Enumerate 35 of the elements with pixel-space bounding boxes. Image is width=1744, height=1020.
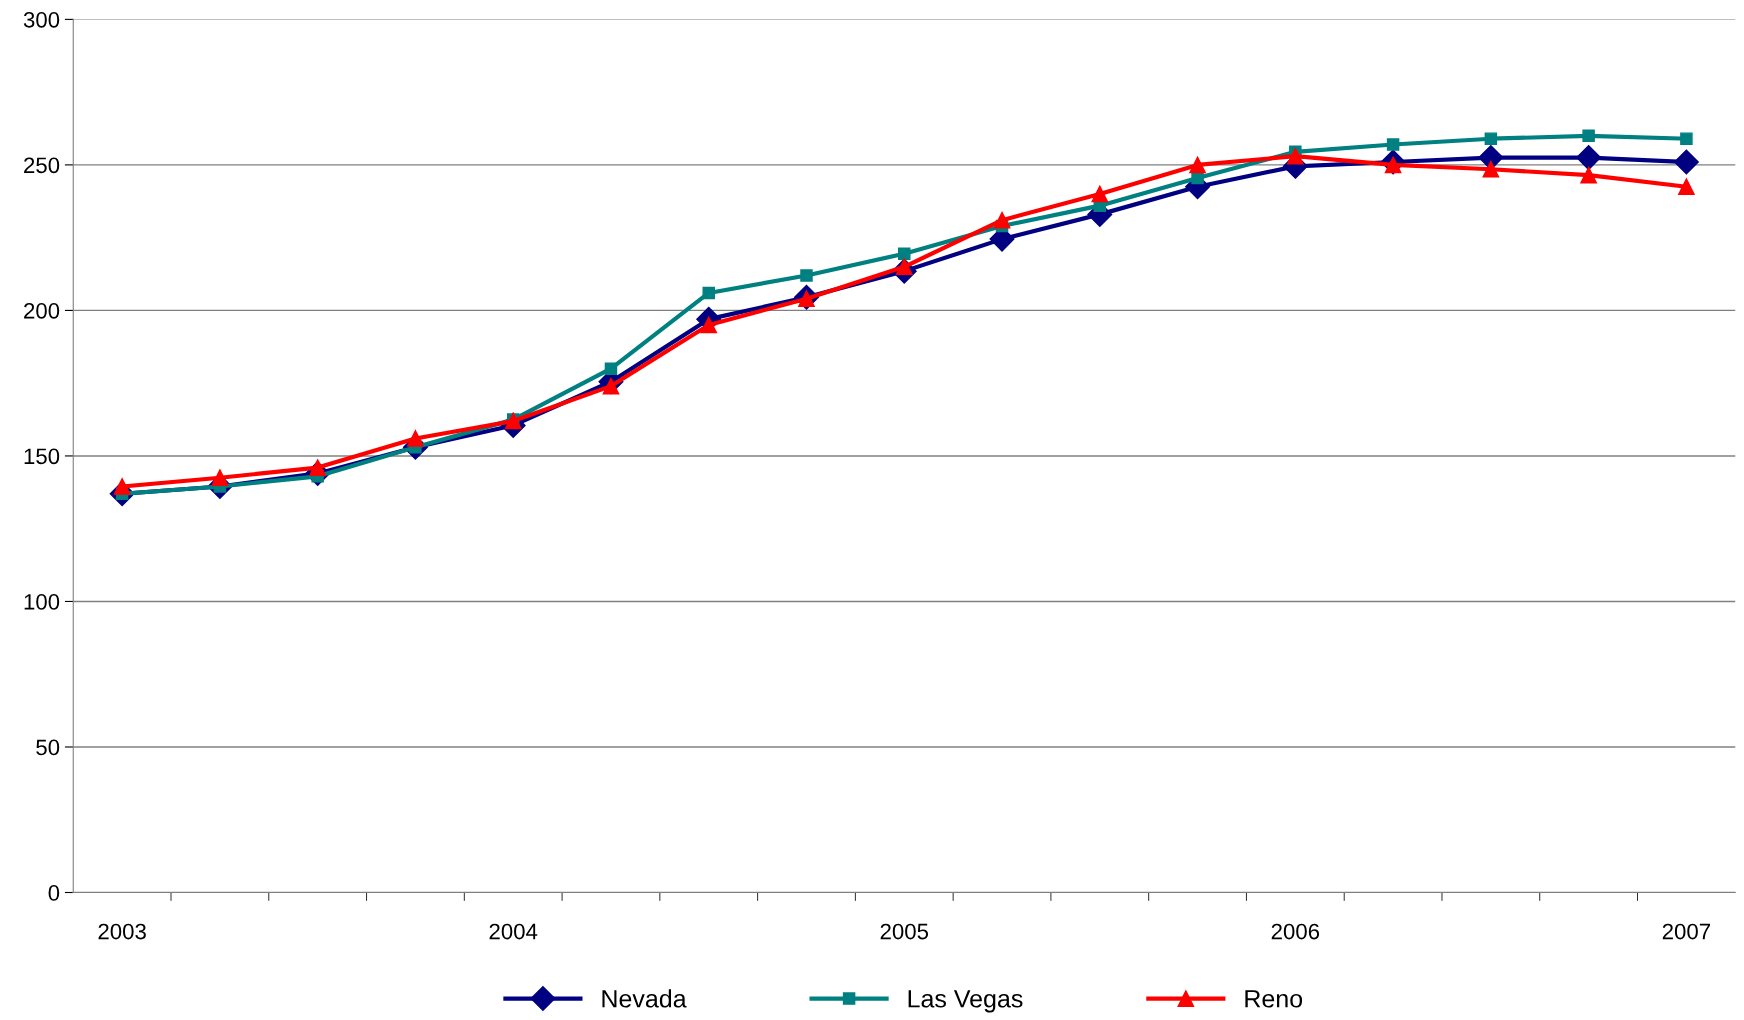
point bbox=[1678, 178, 1695, 196]
point bbox=[1091, 185, 1109, 203]
point bbox=[604, 362, 618, 375]
y-tick-label: 150 bbox=[24, 448, 60, 465]
y-tick-label: 100 bbox=[24, 593, 60, 610]
point bbox=[1582, 129, 1595, 143]
y-tick-label: 0 bbox=[48, 885, 60, 901]
x-tick-label: 2003 bbox=[98, 923, 146, 940]
point bbox=[211, 469, 229, 487]
y-tick-label: 200 bbox=[24, 302, 60, 319]
point bbox=[1576, 145, 1602, 171]
point bbox=[407, 430, 424, 447]
legend-label: Nevada bbox=[602, 989, 687, 1008]
point bbox=[1482, 160, 1500, 178]
point bbox=[1286, 147, 1304, 165]
point bbox=[993, 211, 1011, 229]
x-tick-label: 2004 bbox=[489, 923, 538, 940]
point bbox=[1189, 156, 1206, 174]
point bbox=[1386, 138, 1400, 151]
y-tick-label: 250 bbox=[24, 157, 60, 174]
point bbox=[898, 247, 911, 260]
x-tick-label: 2005 bbox=[880, 923, 929, 940]
x-tick-label: 2006 bbox=[1271, 923, 1320, 940]
point bbox=[1484, 132, 1498, 145]
x-tick-label: 2007 bbox=[1662, 923, 1710, 940]
point bbox=[1673, 149, 1699, 175]
point bbox=[1680, 132, 1693, 145]
point bbox=[800, 269, 813, 282]
legend-label: Reno bbox=[1245, 990, 1303, 1008]
point bbox=[1580, 166, 1597, 184]
point bbox=[1191, 171, 1204, 185]
y-tick-label: 50 bbox=[36, 739, 60, 756]
point bbox=[702, 286, 715, 300]
y-tick-label: 300 bbox=[23, 11, 60, 28]
legend-label: Las Vegas bbox=[908, 990, 1023, 1013]
